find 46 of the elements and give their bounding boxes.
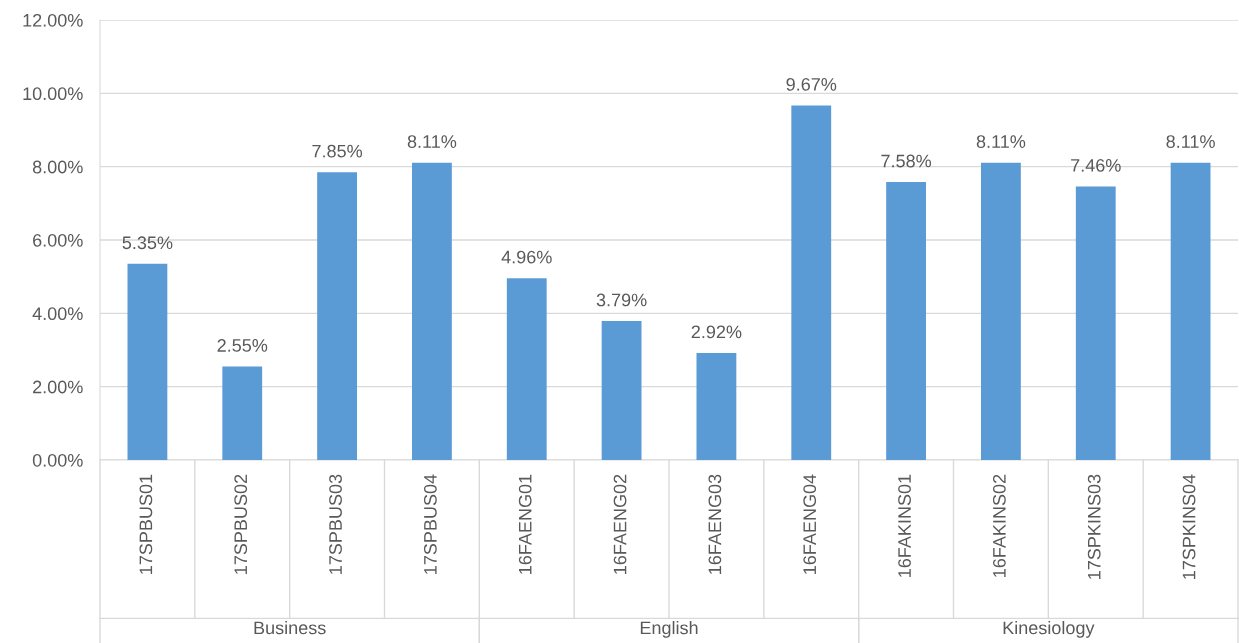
x-tick-label: 17SPKINS04 bbox=[1182, 474, 1196, 579]
x-tick-label: 17SPBUS01 bbox=[139, 474, 153, 574]
x-tick-label: 16FAENG01 bbox=[518, 474, 532, 574]
data-label: 3.79% bbox=[596, 293, 647, 307]
y-tick-label: 4.00% bbox=[32, 307, 83, 321]
data-label: 8.11% bbox=[976, 135, 1026, 148]
data-label: 8.11% bbox=[1166, 135, 1215, 148]
data-label: 7.85% bbox=[312, 144, 363, 158]
data-label: 2.55% bbox=[217, 339, 268, 352]
y-tick-label: 8.00% bbox=[32, 160, 83, 174]
data-label: 7.46% bbox=[1071, 159, 1121, 172]
bar bbox=[981, 162, 1021, 460]
text: English bbox=[640, 620, 698, 638]
bar bbox=[1170, 162, 1211, 460]
y-tick-label: 0.00% bbox=[32, 453, 83, 467]
bar bbox=[317, 172, 357, 460]
data-label: 9.67% bbox=[786, 77, 837, 91]
data-label: 2.92% bbox=[691, 325, 742, 339]
y-tick-label: 6.00% bbox=[33, 233, 83, 247]
bar bbox=[127, 263, 168, 460]
x-tick-label: 17SPBUS04 bbox=[423, 474, 437, 574]
bar bbox=[412, 162, 452, 460]
bar bbox=[601, 321, 642, 460]
bar bbox=[1075, 186, 1116, 460]
x-tick-label: 17SPBUS02 bbox=[234, 474, 248, 574]
data-label: 5.35% bbox=[122, 236, 173, 250]
x-tick-label: 16FAENG02 bbox=[613, 474, 627, 574]
x-tick-label: 16FAKINS02 bbox=[992, 474, 1006, 577]
bar bbox=[696, 352, 737, 460]
x-tick-label: 16FAKINS01 bbox=[898, 474, 911, 577]
data-label: 8.11% bbox=[407, 135, 457, 148]
y-tick-label: 12.00% bbox=[23, 13, 83, 27]
data-label: 4.96% bbox=[501, 250, 552, 264]
x-tick-label: 16FAENG04 bbox=[803, 474, 817, 574]
data-label: 7.58% bbox=[881, 154, 932, 168]
bar bbox=[791, 105, 832, 460]
x-tick-label: 17SPBUS03 bbox=[329, 474, 342, 574]
x-tick-label: 16FAENG03 bbox=[708, 474, 722, 574]
text: Business bbox=[254, 620, 326, 635]
y-tick-label: 10.00% bbox=[23, 87, 83, 101]
bar bbox=[222, 366, 263, 460]
bar bbox=[506, 278, 547, 460]
y-tick-label: 2.00% bbox=[33, 380, 83, 394]
x-tick-label: 17SPKINS03 bbox=[1087, 474, 1101, 579]
text: Kinesiology bbox=[1003, 620, 1095, 638]
bar bbox=[886, 182, 926, 460]
